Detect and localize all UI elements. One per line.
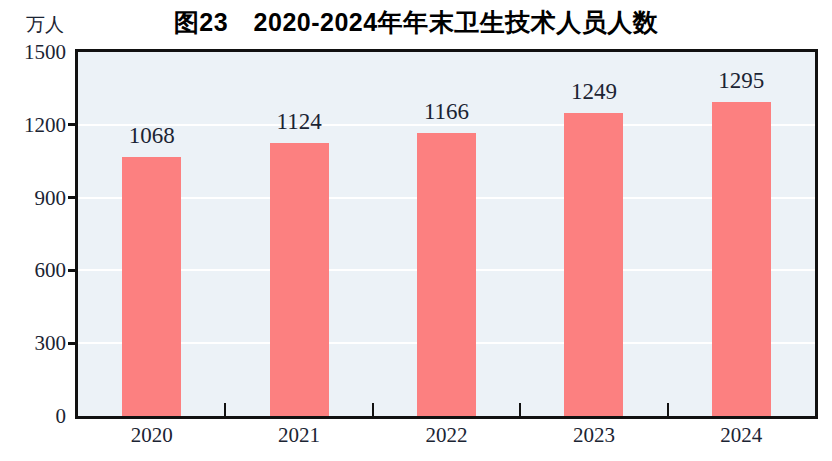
x-axis-tick-label-2024: 2024 [691,425,791,446]
x-axis-boundary-tick [372,403,374,416]
y-axis-tick-600 [68,269,78,272]
bar-2021 [270,143,329,416]
bar-2020 [122,157,181,416]
y-axis-tick-label-1200: 1200 [0,115,66,136]
value-label-2024: 1295 [681,69,801,92]
x-axis-boundary-tick [667,403,669,416]
x-axis-tick-label-2023: 2023 [544,425,644,446]
x-axis-tick-label-2021: 2021 [249,425,349,446]
y-axis-tick-label-900: 900 [0,188,66,209]
y-axis-tick-label-600: 600 [0,260,66,281]
y-axis-tick-300 [68,342,78,345]
value-label-2021: 1124 [239,110,359,133]
y-axis-tick-label-1500: 1500 [0,42,66,63]
value-label-2023: 1249 [534,80,654,103]
x-axis-boundary-tick [519,403,521,416]
x-axis-tick-label-2022: 2022 [397,425,497,446]
bar-2023 [564,113,623,416]
y-axis-tick-900 [68,196,78,199]
value-label-2022: 1166 [387,100,507,123]
plot-area: 1068 1124 1166 1249 1295 [75,49,818,419]
y-axis-tick-label-0: 0 [0,406,66,427]
figure-23-bar-chart: 图23 2020-2024年年末卫生技术人员人数 万人 1068 1124 1166… [0,0,832,461]
bar-2022 [417,133,476,416]
bar-2024 [712,102,771,416]
y-axis-tick-label-300: 300 [0,333,66,354]
y-axis-unit-label: 万人 [26,12,64,38]
x-axis-tick-label-2020: 2020 [102,425,202,446]
value-label-2020: 1068 [92,124,212,147]
chart-title: 图23 2020-2024年年末卫生技术人员人数 [0,6,832,39]
y-axis-tick-1200 [68,123,78,126]
x-axis-boundary-tick [224,403,226,416]
